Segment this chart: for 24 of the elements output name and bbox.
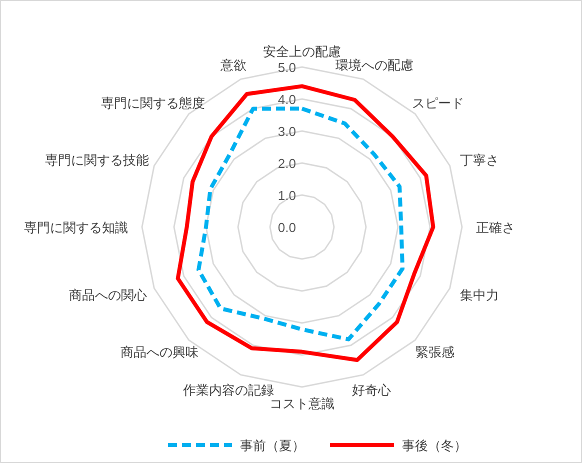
- spoke-label: 専門に関する技能: [44, 152, 149, 168]
- spoke-label: 作業内容の記録: [182, 382, 274, 398]
- spoke-label: 専門に関する態度: [100, 96, 205, 111]
- y-tick-label: 3.0: [278, 124, 296, 139]
- legend-label: 事前（夏）: [240, 438, 305, 453]
- spoke-label: 商品への興味: [120, 344, 198, 360]
- y-tick-label: 2.0: [278, 156, 296, 171]
- spoke-label: 専門に関する知識: [24, 220, 128, 235]
- y-tick-label: 0.0: [278, 220, 296, 235]
- spoke-label: 商品への関心: [68, 287, 147, 302]
- spoke-label: 環境への配慮: [335, 57, 414, 72]
- spoke-label: コスト意識: [270, 396, 334, 411]
- y-tick-label: 5.0: [278, 60, 296, 75]
- y-tick-label: 4.0: [278, 92, 296, 107]
- spoke-label: 緊張感: [415, 344, 454, 360]
- spoke-label: 集中力: [460, 287, 499, 302]
- spoke-label: スピード: [412, 96, 464, 111]
- legend-label: 事後（冬）: [402, 438, 467, 453]
- spoke-label: 丁寧さ: [460, 152, 499, 168]
- spoke-label: 正確さ: [476, 220, 515, 235]
- spoke-label: 好奇心: [352, 382, 391, 398]
- y-tick-label: 1.0: [278, 188, 296, 203]
- spoke-label: 意欲: [219, 57, 246, 72]
- spoke-label: 安全上の配慮: [263, 44, 341, 59]
